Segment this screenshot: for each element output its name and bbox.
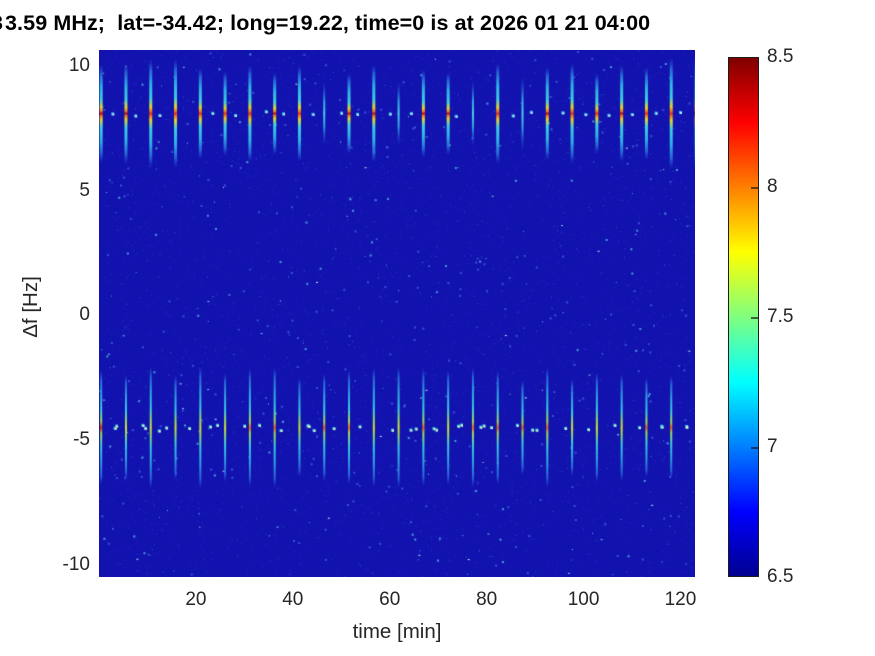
y-tick-label: 5 [79, 179, 90, 201]
colorbar [728, 57, 759, 577]
figure-title: 33.59 MHz; lat=-34.42; long=19.22, time=… [0, 11, 650, 39]
colorbar-tick-mark [751, 187, 758, 189]
x-axis-label: time [min] [352, 620, 442, 643]
spectrogram-heatmap [99, 50, 695, 577]
x-tick-label: 60 [379, 589, 401, 610]
colorbar-tick-label: 7.5 [767, 306, 794, 327]
colorbar-tick-label: 8.5 [767, 46, 794, 67]
colorbar-tick-mark [751, 317, 758, 319]
x-tick-label: 40 [282, 589, 304, 610]
colorbar-tick-label: 7 [767, 436, 778, 457]
y-tick-label: 0 [79, 304, 90, 326]
x-tick-label: 120 [664, 589, 697, 610]
y-tick-label: -5 [73, 428, 90, 450]
clipped-title-fragment: 3 [0, 11, 5, 36]
y-tick-label: 10 [68, 55, 90, 77]
figure-title-text: 3.59 MHz; lat=-34.42; long=19.22, time=0… [5, 11, 651, 35]
x-tick-label: 100 [567, 589, 600, 610]
x-tick-label: 80 [476, 589, 498, 610]
colorbar-tick-label: 6.5 [767, 566, 794, 587]
y-tick-label: -10 [62, 553, 90, 575]
colorbar-tick-label: 8 [767, 176, 778, 197]
colorbar-tick-mark [751, 447, 758, 449]
x-tick-label: 20 [185, 589, 207, 610]
